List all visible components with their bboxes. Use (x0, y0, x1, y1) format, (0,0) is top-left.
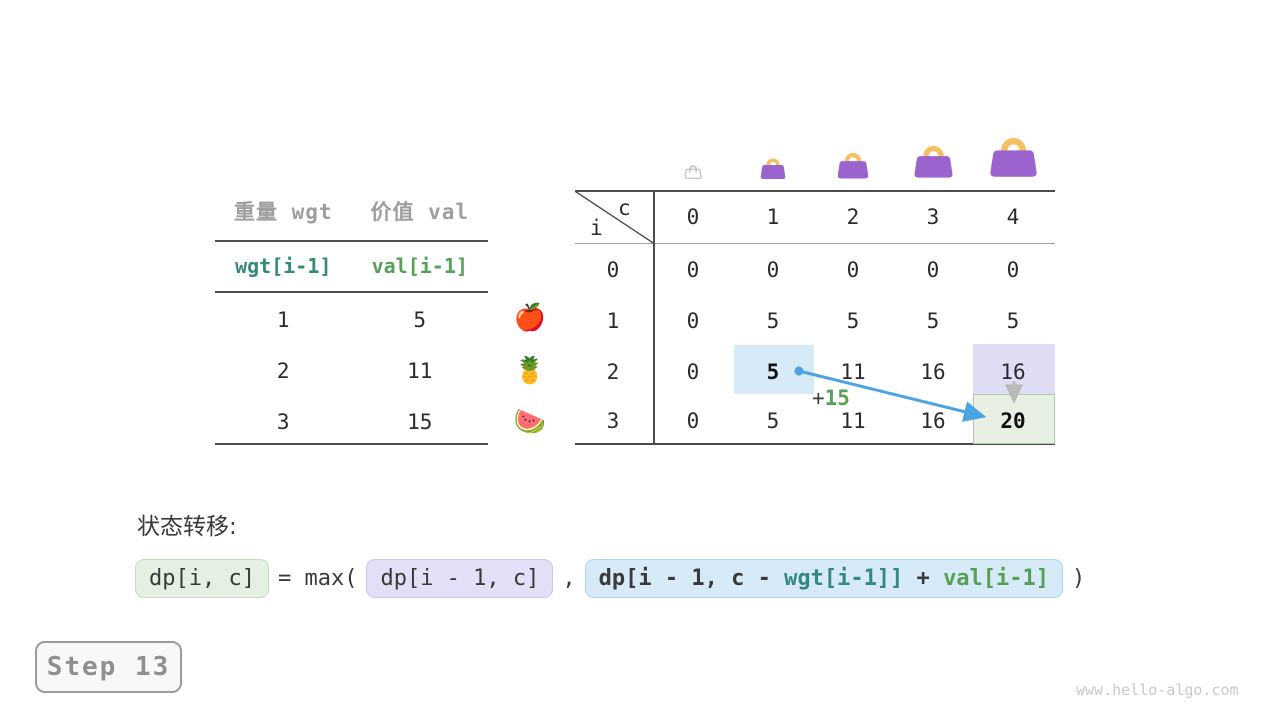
formula-lhs-box: dp[i, c] (135, 559, 269, 598)
val-index-label: val[i-1] (371, 254, 468, 278)
bag-icon-capacity-3 (914, 145, 953, 178)
dp-row-header-2: 2 (606, 359, 620, 384)
dp-cell-1-3: 5 (926, 308, 940, 333)
dp-cell-2-1: 5 (766, 359, 780, 384)
item-2-weight: 2 (276, 359, 290, 383)
dp-cell-2-3: 16 (920, 359, 946, 384)
pineapple-icon: 🍍 (513, 356, 547, 386)
dp-cell-3-4: 20 (1000, 408, 1026, 433)
item-3-weight: 3 (276, 410, 290, 434)
bag-icon-capacity-4 (990, 137, 1037, 177)
dp-cell-0-3: 0 (926, 257, 940, 282)
dp-cell-3-1: 5 (766, 408, 780, 433)
wgt-index-label: wgt[i-1] (235, 254, 332, 278)
value-column-header: 价值 val (370, 200, 470, 224)
dp-col-header-4: 4 (1006, 205, 1020, 229)
add-value-annotation: +15 (812, 386, 850, 410)
dp-table-corner-diagonal (575, 191, 655, 244)
watermelon-icon: 🍉 (513, 407, 547, 437)
item-table-header-row: 重量 wgt 价值 val (215, 196, 488, 226)
dp-table-bottom-border (575, 443, 1055, 445)
empty-bag-icon (684, 165, 702, 179)
transition-heading: 状态转移: (137, 514, 237, 540)
formula-option2-plus: + (903, 566, 944, 591)
dp-cell-0-4: 0 (1006, 257, 1020, 282)
item-row-1: 1 5 (215, 305, 488, 335)
dp-row-header-0: 0 (606, 257, 620, 282)
plus-sign: + (812, 386, 825, 410)
transition-formula: dp[i, c] = max( dp[i - 1, c] , dp[i - 1,… (135, 559, 1085, 598)
formula-close-paren: ) (1072, 566, 1086, 591)
item-table-index-row: wgt[i-1] val[i-1] (215, 251, 488, 281)
dp-col-header-3: 3 (926, 205, 940, 229)
dp-table-header-separator (575, 243, 1055, 244)
dp-cell-0-1: 0 (766, 257, 780, 282)
dp-cell-1-4: 5 (1006, 308, 1020, 333)
step-badge: Step 13 (35, 641, 182, 693)
bag-icon-capacity-2 (837, 152, 869, 179)
dp-col-header-1: 1 (766, 205, 780, 229)
item-table-line-top (215, 240, 488, 242)
formula-option2-box: dp[i - 1, c - wgt[i-1]] + val[i-1] (584, 559, 1064, 598)
formula-option2-wgt: wgt[i-1]] (784, 566, 904, 591)
dp-cell-3-3: 16 (920, 408, 946, 433)
dp-table-vertical-line (653, 190, 655, 445)
dp-cell-1-1: 5 (766, 308, 780, 333)
dp-cell-0-0: 0 (686, 257, 700, 282)
item-1-value: 5 (413, 308, 427, 332)
item-1-weight: 1 (276, 308, 290, 332)
dp-cell-2-4: 16 (1000, 359, 1026, 384)
item-3-value: 15 (407, 410, 433, 434)
item-table-line-bottom (215, 443, 488, 445)
formula-option2-val: val[i-1] (943, 566, 1050, 591)
item-row-3: 3 15 (215, 407, 488, 437)
formula-eq-max: = max( (277, 566, 358, 591)
item-row-2: 2 11 (215, 356, 488, 386)
item-table-line-mid (215, 291, 488, 293)
dp-cell-3-0: 0 (686, 408, 700, 433)
dp-row-header-3: 3 (606, 408, 620, 433)
dp-cell-1-2: 5 (846, 308, 860, 333)
formula-option2-dp: dp[i - 1, c - (598, 566, 785, 591)
apple-icon: 🍎 (513, 303, 547, 333)
corner-col-var: c (618, 196, 631, 220)
formula-comma: , (562, 566, 576, 591)
weight-column-header: 重量 wgt (233, 200, 333, 224)
dp-cell-1-0: 0 (686, 308, 700, 333)
dp-cell-2-0: 0 (686, 359, 700, 384)
dp-row-header-1: 1 (606, 308, 620, 333)
item-2-value: 11 (407, 359, 433, 383)
added-value: 15 (824, 386, 850, 410)
site-watermark: www.hello-algo.com (1076, 681, 1239, 699)
dp-cell-0-2: 0 (846, 257, 860, 282)
formula-option1-box: dp[i - 1, c] (366, 559, 554, 598)
dp-col-header-0: 0 (686, 205, 700, 229)
dp-col-header-2: 2 (846, 205, 860, 229)
dp-table-top-border (575, 190, 1055, 192)
corner-row-var: i (590, 216, 603, 240)
bag-icon-capacity-1 (760, 158, 786, 179)
